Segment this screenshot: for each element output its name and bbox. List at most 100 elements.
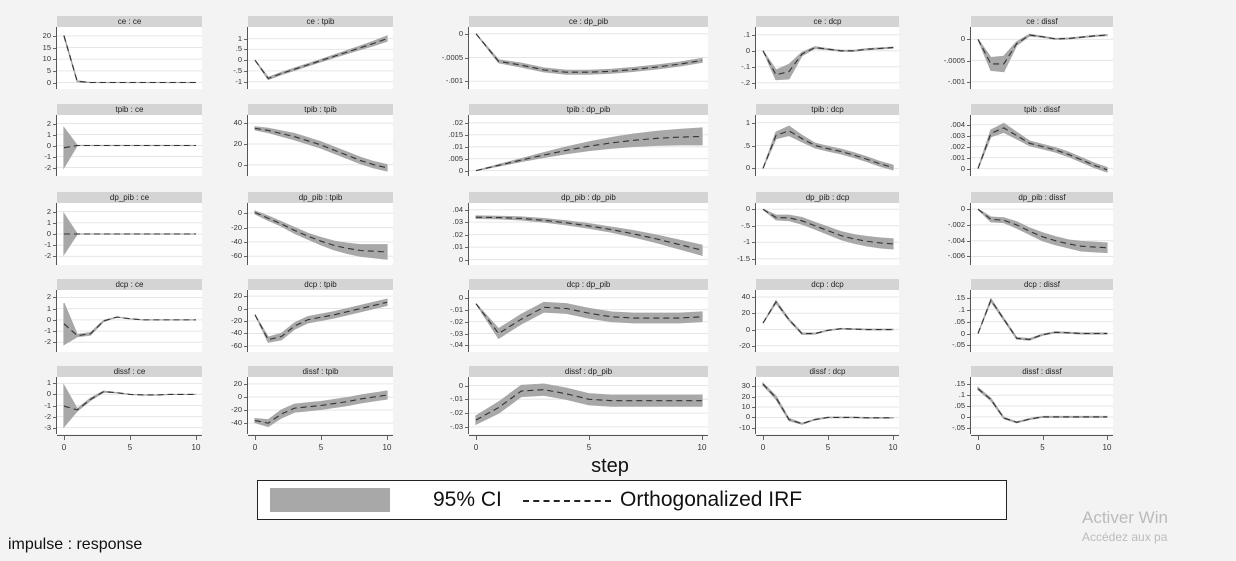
y-tick-label: -.0005 bbox=[943, 55, 965, 65]
y-tick-mark bbox=[53, 331, 57, 333]
y-tick-label: 10 bbox=[42, 54, 51, 64]
plot-svg bbox=[971, 383, 1113, 429]
x-tick-label: 10 bbox=[382, 443, 392, 452]
y-tick-mark bbox=[244, 397, 248, 398]
y-tick-label: 5 bbox=[46, 65, 51, 75]
panel-title: dcp : dp_pib bbox=[469, 279, 708, 290]
y-tick-mark bbox=[967, 60, 971, 62]
panel-title: tpib : dp_pib bbox=[469, 104, 708, 115]
y-tick-label: 10 bbox=[741, 402, 750, 412]
y-tick-mark bbox=[465, 426, 469, 428]
plot-svg bbox=[57, 382, 202, 429]
y-tick-label: 0 bbox=[960, 163, 965, 173]
irf-line bbox=[254, 394, 388, 424]
y-tick-mark bbox=[244, 383, 248, 385]
ci-band bbox=[475, 33, 703, 75]
plot-area: 20 0 -20 -40 bbox=[231, 377, 393, 434]
y-tick-mark bbox=[465, 234, 469, 236]
y-tick-label: 40 bbox=[741, 292, 750, 302]
plot-svg bbox=[971, 122, 1113, 173]
y-tick-mark bbox=[465, 81, 469, 83]
y-tick-mark bbox=[465, 385, 469, 387]
y-tick-mark bbox=[967, 416, 971, 418]
y-tick-mark bbox=[465, 247, 469, 249]
plot-svg bbox=[57, 123, 202, 170]
y-tick-mark bbox=[465, 321, 469, 323]
y-axis bbox=[468, 27, 469, 89]
y-tick-label: .5 bbox=[235, 44, 242, 54]
y-tick-label: .002 bbox=[950, 141, 965, 151]
plot-svg bbox=[248, 35, 393, 83]
y-tick-label: 0 bbox=[745, 324, 750, 334]
irf-panel: dissf : dp_pib 0 -.01 -.02 -.03 bbox=[450, 366, 708, 434]
panel-title: dissf : ce bbox=[57, 366, 202, 377]
y-tick-mark bbox=[967, 333, 971, 335]
y-tick-mark bbox=[967, 297, 971, 299]
irf-line bbox=[762, 130, 894, 169]
panel-title: dissf : tpib bbox=[248, 366, 393, 377]
y-tick-label: -60 bbox=[231, 340, 242, 350]
irf-panel: dcp : tpib 20 0 -20 -40 -60 bbox=[231, 279, 393, 352]
y-tick-label: 0 bbox=[46, 229, 51, 238]
irf-panel: tpib : ce -2 -1 0 1 2 bbox=[44, 104, 202, 176]
y-tick-label: 0 bbox=[960, 34, 965, 44]
plot-area: .15.1.05 0 -.05 bbox=[952, 377, 1113, 434]
ci-band bbox=[475, 127, 703, 172]
y-axis bbox=[970, 377, 971, 434]
plot-area: 0 .01 .02 .03 .04 bbox=[453, 203, 708, 265]
y-tick-label: .005 bbox=[448, 153, 463, 163]
y-tick-label: 20 bbox=[233, 138, 242, 148]
y-tick-label: .05 bbox=[954, 401, 965, 411]
irf-panel: tpib : tpib 0 20 40 bbox=[234, 104, 393, 176]
y-tick-mark bbox=[53, 245, 57, 247]
irf-panel: dissf : dcp 30 20 10 0 -10 bbox=[739, 366, 899, 434]
y-axis bbox=[56, 115, 57, 176]
y-tick-mark bbox=[53, 427, 57, 429]
panel-title: dcp : ce bbox=[57, 279, 202, 290]
ci-band bbox=[977, 33, 1108, 73]
y-tick-mark bbox=[244, 143, 248, 145]
y-tick-mark bbox=[465, 134, 469, 136]
y-tick-mark bbox=[53, 256, 57, 258]
x-tick-mark bbox=[321, 436, 322, 440]
y-tick-label: -.03 bbox=[450, 328, 463, 338]
panel-title: dp_pib : dissf bbox=[971, 192, 1113, 203]
y-tick-mark bbox=[244, 241, 248, 243]
irf-panel: dcp : dcp 40 20 0 -20 bbox=[739, 279, 899, 352]
panel-title: ce : dissf bbox=[971, 16, 1113, 27]
y-tick-label: -1 bbox=[44, 400, 51, 410]
y-tick-label: 0 bbox=[458, 28, 463, 38]
y-tick-label: .15 bbox=[954, 379, 965, 389]
x-tick-mark bbox=[1107, 436, 1108, 440]
panel-title: dissf : dp_pib bbox=[469, 366, 708, 377]
y-tick-mark bbox=[967, 209, 971, 211]
plot-svg bbox=[248, 383, 393, 428]
y-tick-mark bbox=[53, 222, 57, 224]
irf-panel: dp_pib : dissf 0 -.002 -.004 -.006 bbox=[948, 192, 1113, 265]
panel-title: ce : dcp bbox=[756, 16, 899, 27]
y-tick-label: -.001 bbox=[445, 76, 463, 86]
y-tick-mark bbox=[752, 50, 756, 52]
ci-band bbox=[254, 35, 388, 81]
y-tick-mark bbox=[53, 156, 57, 158]
plot-area: 20 0 -20 -40 -60 bbox=[231, 290, 393, 352]
y-tick-label: -.1 bbox=[741, 61, 750, 71]
y-tick-mark bbox=[53, 211, 57, 213]
irf-panel: dissf : tpib 20 0 -20 -40 bbox=[231, 366, 393, 434]
irf-panel: dp_pib : dcp 0 -.5 -1 -1.5 bbox=[737, 192, 899, 265]
y-tick-label: 2 bbox=[46, 118, 51, 128]
y-tick-mark bbox=[244, 49, 248, 51]
y-tick-mark bbox=[244, 256, 248, 258]
x-tick-mark bbox=[763, 436, 764, 440]
y-tick-mark bbox=[752, 297, 756, 299]
y-tick-mark bbox=[244, 333, 248, 335]
y-tick-mark bbox=[244, 213, 248, 215]
y-axis bbox=[970, 27, 971, 89]
y-tick-label: -.05 bbox=[952, 340, 965, 350]
ci-band bbox=[475, 301, 703, 340]
y-tick-label: 0 bbox=[237, 392, 242, 401]
y-tick-label: 0 bbox=[745, 204, 750, 214]
y-tick-mark bbox=[244, 308, 248, 310]
plot-svg bbox=[756, 208, 899, 260]
irf-line bbox=[475, 389, 702, 421]
